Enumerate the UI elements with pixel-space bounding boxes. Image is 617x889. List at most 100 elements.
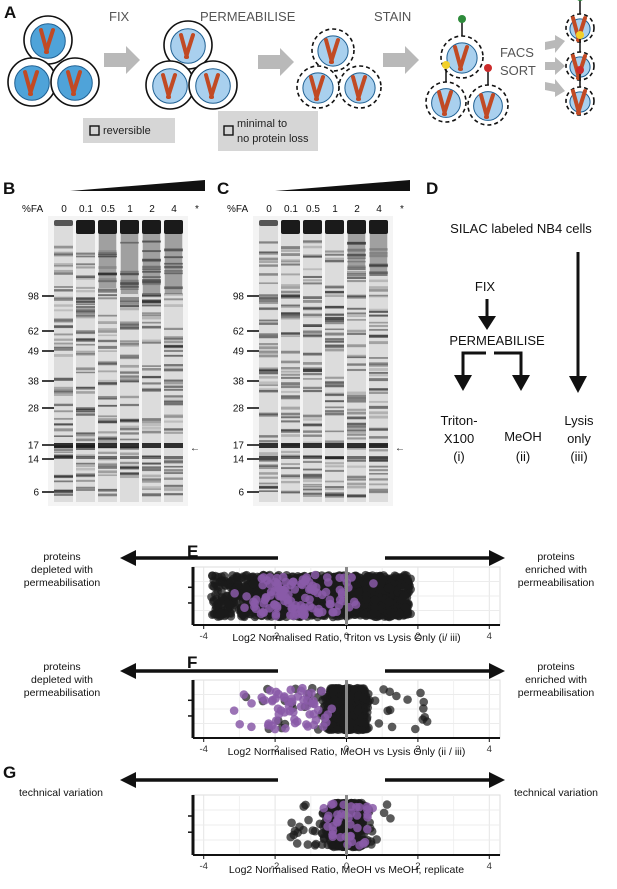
protein-band xyxy=(347,425,366,428)
protein-band xyxy=(54,393,73,396)
data-point xyxy=(383,583,393,593)
protein-band xyxy=(54,348,73,351)
protein-band xyxy=(259,440,278,443)
protein-band xyxy=(76,252,95,255)
protein-band xyxy=(281,467,300,470)
cell xyxy=(338,65,382,109)
protein-band xyxy=(347,430,366,434)
protein-band xyxy=(325,465,344,468)
protein-band xyxy=(142,282,161,286)
data-point xyxy=(355,573,365,583)
step-stain-label: STAIN xyxy=(374,9,411,24)
protein-band xyxy=(325,345,344,349)
protein-band xyxy=(120,418,139,422)
protein-band xyxy=(369,334,388,338)
protein-band xyxy=(325,313,344,316)
data-point xyxy=(357,717,366,727)
protein-band xyxy=(303,386,322,390)
protein-band xyxy=(369,314,388,316)
cell xyxy=(565,66,595,116)
protein-band xyxy=(259,294,278,297)
protein-band xyxy=(76,488,95,491)
protein-band xyxy=(325,250,344,253)
gel-lane xyxy=(259,220,278,502)
protein-band xyxy=(303,240,322,244)
data-point xyxy=(369,579,378,588)
protein-band xyxy=(120,425,139,429)
gel-lane xyxy=(347,220,366,502)
technical-right: technical variation xyxy=(514,787,598,799)
protein-band xyxy=(325,317,344,321)
protein-band xyxy=(142,300,161,304)
protein-band xyxy=(281,385,300,389)
protein-band xyxy=(98,250,117,253)
mw-marker-label: 17 xyxy=(233,441,245,452)
data-point xyxy=(263,721,273,730)
protein-band xyxy=(281,434,300,437)
protein-band xyxy=(325,493,344,497)
protein-band xyxy=(259,367,278,371)
protein-band xyxy=(54,251,73,255)
outcome-triton-1: Triton- xyxy=(440,413,477,428)
protein-band xyxy=(54,443,73,448)
protein-band xyxy=(54,490,73,494)
data-point xyxy=(346,820,355,829)
protein-band xyxy=(120,323,139,326)
protein-band xyxy=(142,312,161,314)
data-point xyxy=(376,586,386,596)
protein-band xyxy=(369,308,388,311)
protein-band xyxy=(76,433,95,436)
protein-band xyxy=(347,279,366,283)
protein-band xyxy=(325,494,344,497)
data-point xyxy=(276,706,286,715)
protein-band xyxy=(369,405,388,409)
protein-band xyxy=(303,468,322,471)
chromosome xyxy=(356,75,367,101)
data-point xyxy=(416,688,425,698)
protein-band xyxy=(281,395,300,398)
protein-band xyxy=(76,407,95,410)
protein-band xyxy=(281,412,300,416)
data-point xyxy=(257,574,267,583)
protein-band xyxy=(369,400,388,403)
data-point xyxy=(335,573,345,583)
protein-band xyxy=(98,362,117,366)
protein-band xyxy=(347,270,366,274)
protein-band xyxy=(76,315,95,319)
protein-band xyxy=(303,434,322,437)
cell xyxy=(467,64,509,126)
protein-band xyxy=(120,438,139,441)
protein-band xyxy=(164,428,183,431)
protein-band xyxy=(303,456,322,459)
protein-band xyxy=(164,396,183,399)
protein-band xyxy=(303,308,322,311)
protein-band xyxy=(98,288,117,291)
protein-band xyxy=(120,307,139,311)
protein-band xyxy=(76,312,95,315)
data-point xyxy=(239,690,249,699)
protein-band xyxy=(164,336,183,340)
protein-band xyxy=(369,263,388,267)
protein-band xyxy=(281,304,300,307)
protein-band xyxy=(120,282,139,285)
data-point xyxy=(247,699,256,708)
protein-band xyxy=(54,391,73,394)
protein-band xyxy=(98,474,117,477)
data-point xyxy=(379,808,389,818)
x-tick-label: 0 xyxy=(344,744,349,755)
protein-band xyxy=(142,376,161,379)
protein-band xyxy=(120,403,139,407)
fa-concentration: 1 xyxy=(332,204,338,215)
protein-band xyxy=(54,489,73,492)
depleted-e-3: permeabilisation xyxy=(24,577,101,589)
protein-band xyxy=(303,279,322,282)
well xyxy=(142,220,161,234)
protein-band xyxy=(325,313,344,316)
protein-band xyxy=(54,428,73,432)
process-arrow-icon xyxy=(104,46,140,74)
chromosome xyxy=(314,75,325,101)
protein-band xyxy=(98,383,117,386)
protein-band xyxy=(98,379,117,382)
data-point xyxy=(337,590,347,599)
protein-band xyxy=(120,370,139,374)
